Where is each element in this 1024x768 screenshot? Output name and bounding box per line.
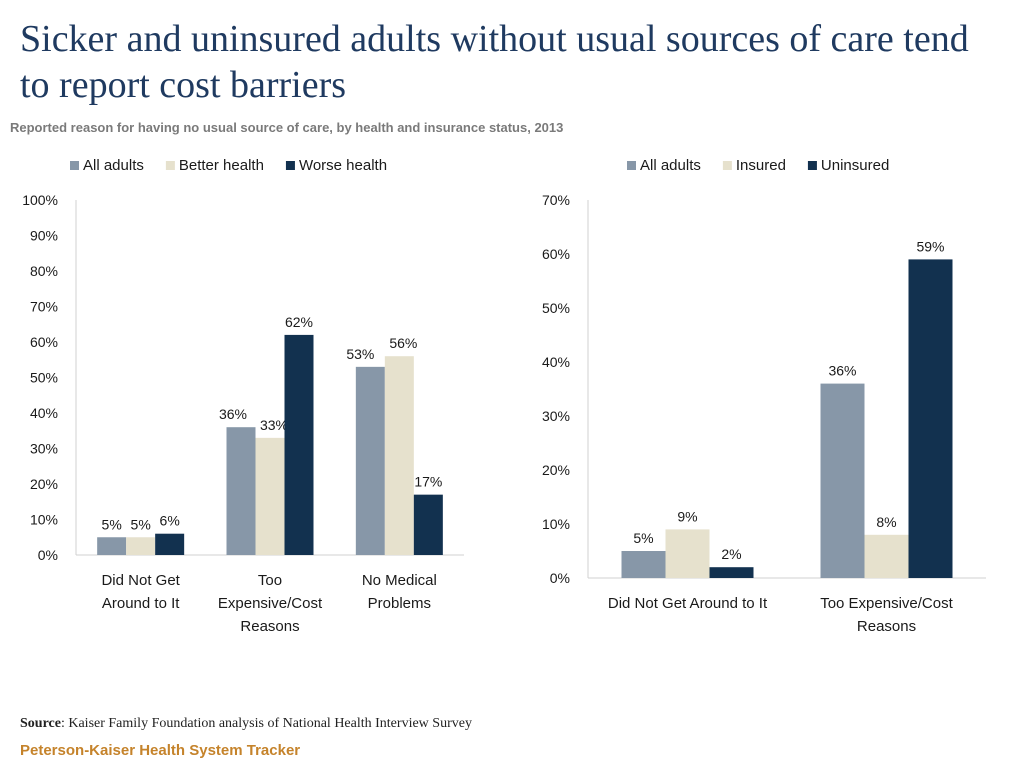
y-tick-label: 40%: [30, 405, 58, 421]
y-tick-label: 20%: [30, 476, 58, 492]
data-label: 17%: [414, 474, 442, 490]
category-label: Around to It: [102, 595, 180, 612]
data-label: 8%: [876, 514, 896, 530]
y-tick-label: 40%: [542, 354, 570, 370]
legend-swatch: [722, 161, 732, 170]
bar: [709, 567, 754, 578]
category-label: Too Expensive/Cost: [820, 595, 953, 612]
data-label: 9%: [677, 508, 697, 524]
legend-swatch: [627, 161, 636, 170]
data-label: 5%: [102, 516, 122, 532]
bar: [284, 334, 314, 555]
category-label: Problems: [368, 595, 431, 612]
category-label: No Medical: [362, 572, 437, 589]
bar: [97, 537, 127, 555]
bar: [226, 427, 256, 555]
data-label: 2%: [721, 546, 741, 562]
bar: [820, 383, 865, 578]
bar: [908, 259, 953, 578]
y-tick-label: 70%: [30, 299, 58, 315]
y-tick-label: 70%: [542, 192, 570, 208]
bar: [126, 537, 156, 555]
category-label: Reasons: [240, 618, 299, 635]
y-tick-label: 10%: [542, 516, 570, 532]
data-label: 62%: [285, 314, 313, 330]
source-label: Source: [20, 716, 61, 731]
data-label: 36%: [219, 406, 247, 422]
y-tick-label: 10%: [30, 512, 58, 528]
category-label: Reasons: [857, 618, 916, 635]
legend-label: Worse health: [299, 157, 387, 174]
legend-label: All adults: [640, 157, 701, 174]
y-tick-label: 60%: [30, 334, 58, 350]
data-label: 6%: [160, 513, 180, 529]
category-label: Too: [258, 572, 282, 589]
bar: [384, 356, 414, 555]
data-label: 5%: [633, 530, 653, 546]
data-label: 59%: [916, 238, 944, 254]
bar: [621, 551, 666, 578]
legend-label: Uninsured: [821, 157, 889, 174]
health-status-chart: All adults Better health Worse health 0% 10%…: [22, 157, 464, 635]
data-label: 53%: [346, 346, 374, 362]
data-label: 36%: [828, 363, 856, 379]
bar: [665, 529, 710, 578]
data-label: 56%: [389, 335, 417, 351]
bar: [155, 533, 185, 555]
y-tick-label: 20%: [542, 462, 570, 478]
legend-swatch: [70, 161, 79, 170]
page-title: Sicker and uninsured adults without usua…: [20, 18, 969, 106]
legend-label: Insured: [736, 157, 786, 174]
source-note: Source: Kaiser Family Foundation analysi…: [20, 716, 472, 732]
y-tick-label: 30%: [542, 408, 570, 424]
y-tick-label: 50%: [542, 300, 570, 316]
legend-swatch: [807, 161, 817, 170]
category-label: Expensive/Cost: [218, 595, 323, 612]
y-tick-label: 60%: [542, 246, 570, 262]
y-tick-label: 50%: [30, 370, 58, 386]
legend-label: Better health: [179, 157, 264, 174]
source-text: : Kaiser Family Foundation analysis of N…: [60, 716, 472, 731]
legend-swatch: [285, 161, 295, 170]
y-tick-label: 90%: [30, 228, 58, 244]
legend-swatch: [165, 161, 175, 170]
y-tick-label: 30%: [30, 441, 58, 457]
legend-label: All adults: [83, 157, 144, 174]
y-tick-label: 0%: [38, 547, 58, 563]
insurance-status-chart: All adults Insured Uninsured 0% 10% 20% 30% 40%…: [542, 157, 986, 635]
category-label: Did Not Get Around to It: [608, 595, 768, 612]
data-label: 33%: [260, 417, 288, 433]
brand-footer: Peterson-Kaiser Health System Tracker: [20, 742, 301, 759]
category-label: Did Not Get: [101, 572, 180, 589]
bar: [355, 366, 385, 555]
bar: [255, 437, 285, 555]
data-label: 5%: [131, 516, 151, 532]
y-tick-label: 100%: [22, 192, 58, 208]
y-tick-label: 0%: [550, 570, 570, 586]
bar: [413, 494, 443, 555]
bar: [864, 534, 909, 578]
y-tick-label: 80%: [30, 263, 58, 279]
chart-subtitle: Reported reason for having no usual sour…: [10, 120, 564, 135]
